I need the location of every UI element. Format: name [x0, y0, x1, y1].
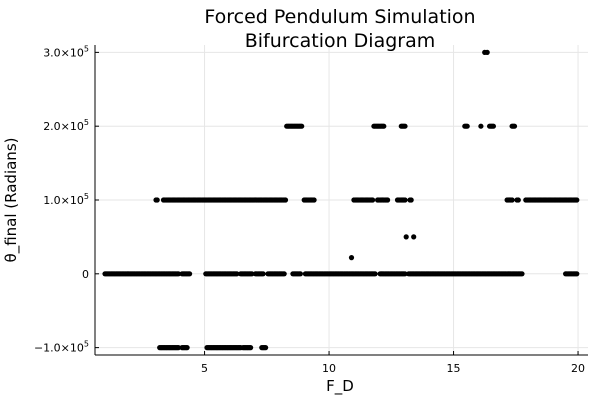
x-tick-label: 10: [322, 362, 336, 375]
data-point: [408, 197, 414, 203]
data-point: [478, 123, 484, 129]
data-point: [574, 197, 580, 203]
data-point: [402, 123, 408, 129]
chart-title-line-2: Bifurcation Diagram: [245, 30, 436, 52]
data-point: [260, 271, 266, 277]
x-axis-label: F_D: [326, 377, 354, 396]
data-point: [403, 234, 409, 240]
y-tick-label: 2.0×105: [43, 118, 89, 133]
y-tick-label: 3.0×105: [43, 44, 89, 59]
data-point: [519, 271, 525, 277]
plot-frame: [94, 45, 588, 356]
data-point: [175, 345, 181, 351]
data-point: [297, 271, 303, 277]
data-point: [249, 271, 255, 277]
x-tick-label: 20: [571, 362, 585, 375]
data-point: [381, 123, 387, 129]
data-point: [234, 271, 240, 277]
y-tick-label: −1.0×105: [34, 340, 89, 355]
data-point: [464, 123, 470, 129]
data-point: [248, 345, 254, 351]
data-point: [299, 123, 305, 129]
data-point: [509, 197, 515, 203]
y-tick-label: 1.0×105: [43, 192, 89, 207]
data-point: [372, 271, 378, 277]
y-tick-label: 0: [82, 268, 89, 281]
chart-title-line-1: Forced Pendulum Simulation: [204, 6, 475, 28]
data-point: [187, 271, 193, 277]
data-points: [102, 49, 580, 351]
data-point: [184, 345, 190, 351]
data-point: [490, 123, 496, 129]
x-tick-label: 5: [201, 362, 208, 375]
data-point: [484, 49, 490, 56]
data-point: [511, 123, 518, 129]
data-point: [370, 197, 376, 203]
data-point: [385, 197, 391, 203]
data-point: [402, 197, 408, 203]
x-tick-label: 15: [447, 362, 461, 375]
y-tick-labels: −1.0×105 0 1.0×105 2.0×105 3.0×105: [34, 44, 89, 354]
data-point: [282, 197, 289, 203]
data-point: [411, 234, 417, 240]
data-point: [175, 271, 181, 277]
data-point: [281, 271, 287, 277]
data-point: [154, 197, 160, 203]
y-axis-label: θ_final (Radians): [2, 138, 21, 263]
data-point: [311, 197, 317, 203]
data-point: [263, 345, 269, 351]
data-point: [574, 271, 580, 277]
data-point: [515, 197, 521, 203]
x-tick-labels: 5 10 15 20: [201, 362, 585, 375]
data-point: [348, 255, 355, 261]
data-point: [402, 271, 408, 277]
